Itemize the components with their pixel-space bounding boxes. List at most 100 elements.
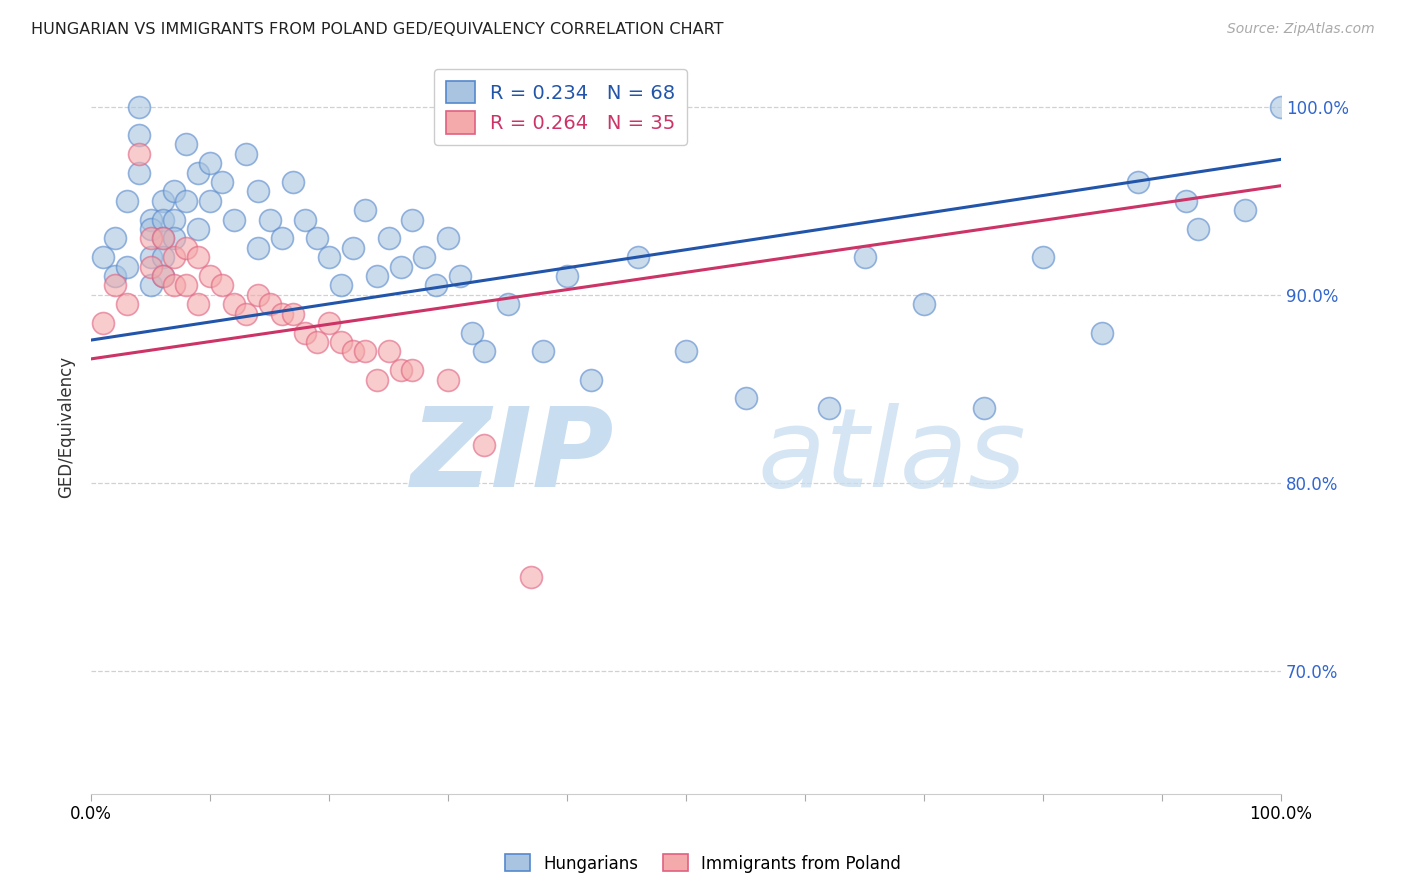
Point [104,278,127,293]
Point [318,316,340,330]
Point [139,250,162,264]
Point [973,401,995,415]
Text: atlas: atlas [758,402,1026,509]
Point [259,212,281,227]
Point [389,260,412,274]
Point [115,260,138,274]
Point [472,438,495,452]
Point [330,334,353,349]
Point [270,307,292,321]
Point [318,250,340,264]
Point [104,231,127,245]
Point [294,212,316,227]
Point [555,268,578,283]
Point [152,194,174,208]
Point [307,231,329,245]
Point [520,570,543,584]
Point [163,185,186,199]
Point [187,250,209,264]
Point [342,344,364,359]
Point [176,278,198,293]
Point [675,344,697,359]
Point [222,297,245,311]
Point [128,146,150,161]
Point [1187,222,1209,236]
Point [366,268,388,283]
Point [152,268,174,283]
Point [152,212,174,227]
Point [211,278,233,293]
Point [176,194,198,208]
Point [437,373,460,387]
Point [176,137,198,152]
Point [115,297,138,311]
Point [152,231,174,245]
Point [187,165,209,179]
Point [437,231,460,245]
Point [187,222,209,236]
Point [163,278,186,293]
Point [413,250,436,264]
Point [353,344,375,359]
Point [1174,194,1197,208]
Point [198,194,221,208]
Point [128,100,150,114]
Legend: Hungarians, Immigrants from Poland: Hungarians, Immigrants from Poland [498,847,908,880]
Text: HUNGARIAN VS IMMIGRANTS FROM POLAND GED/EQUIVALENCY CORRELATION CHART: HUNGARIAN VS IMMIGRANTS FROM POLAND GED/… [31,22,724,37]
Point [163,250,186,264]
Point [627,250,650,264]
Y-axis label: GED/Equivalency: GED/Equivalency [58,356,75,498]
Point [246,241,269,255]
Point [104,268,127,283]
Point [817,401,839,415]
Point [91,316,114,330]
Point [853,250,876,264]
Point [198,268,221,283]
Point [377,344,399,359]
Point [1270,100,1292,114]
Point [211,175,233,189]
Point [128,128,150,142]
Point [246,288,269,302]
Point [579,373,602,387]
Point [1234,203,1257,218]
Point [1091,326,1114,340]
Point [235,146,257,161]
Point [377,231,399,245]
Point [152,231,174,245]
Point [139,231,162,245]
Point [152,250,174,264]
Point [139,260,162,274]
Point [283,307,305,321]
Point [353,203,375,218]
Point [1032,250,1054,264]
Point [91,250,114,264]
Point [163,231,186,245]
Point [235,307,257,321]
Point [222,212,245,227]
Point [187,297,209,311]
Point [330,278,353,293]
Point [198,156,221,170]
Point [342,241,364,255]
Point [176,241,198,255]
Point [472,344,495,359]
Point [734,392,756,406]
Point [270,231,292,245]
Point [496,297,519,311]
Text: ZIP: ZIP [411,402,614,509]
Legend: R = 0.234   N = 68, R = 0.264   N = 35: R = 0.234 N = 68, R = 0.264 N = 35 [434,70,688,145]
Point [152,268,174,283]
Point [389,363,412,377]
Point [425,278,447,293]
Point [366,373,388,387]
Point [531,344,554,359]
Point [461,326,484,340]
Point [283,175,305,189]
Point [912,297,935,311]
Point [294,326,316,340]
Point [401,212,423,227]
Point [1128,175,1150,189]
Point [307,334,329,349]
Point [139,278,162,293]
